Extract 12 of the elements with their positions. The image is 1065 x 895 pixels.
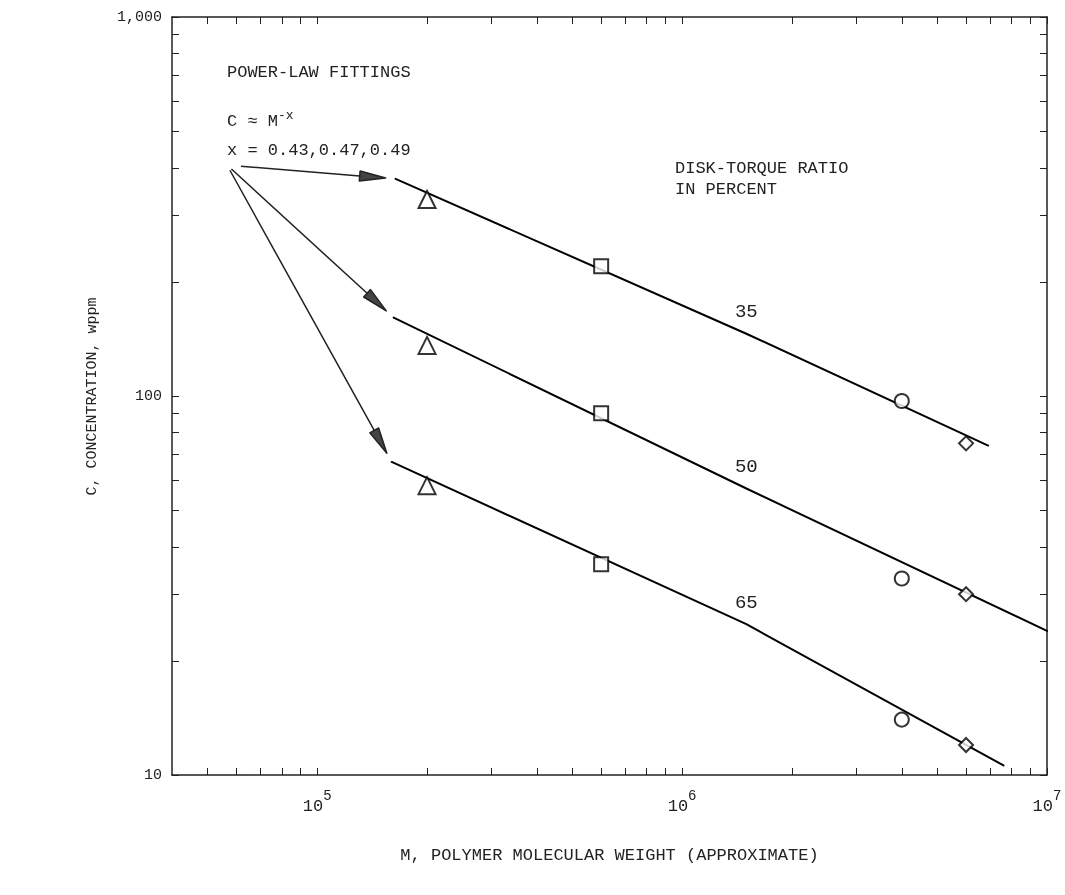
series-label: 35 <box>734 301 758 324</box>
series-label: 65 <box>734 591 758 614</box>
annotation: x = 0.43,0.47,0.49 <box>227 140 411 162</box>
annotation: POWER-LAW FITTINGS <box>227 62 411 84</box>
y-axis-title: C, CONCENTRATION, wppm <box>83 296 101 496</box>
x-axis-title: M, POLYMER MOLECULAR WEIGHT (APPROXIMATE) <box>399 846 820 865</box>
annotation: DISK-TORQUE RATIO IN PERCENT <box>675 158 849 201</box>
y-tick-label: 1,000 <box>116 8 162 26</box>
series-label: 50 <box>734 456 758 479</box>
annotation: C ≈ M$^{-x}$ <box>227 108 294 132</box>
y-tick-label: 100 <box>134 387 162 405</box>
y-tick-label: 10 <box>143 766 162 784</box>
